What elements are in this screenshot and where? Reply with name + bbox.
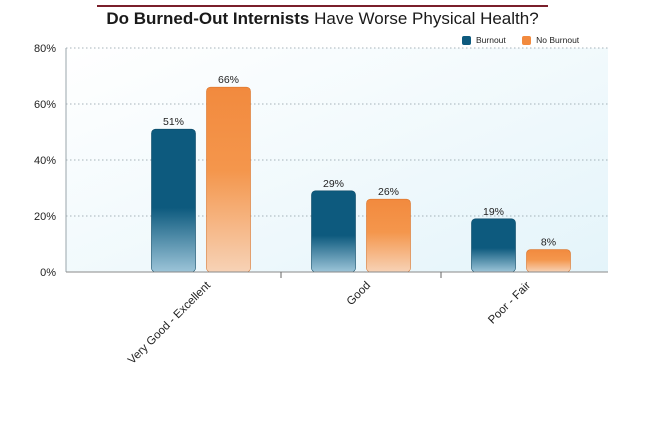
x-tick-label: Good xyxy=(345,280,373,308)
data-label-no-burnout-2: 8% xyxy=(541,237,556,249)
legend-item-no-burnout: No Burnout xyxy=(522,35,579,45)
legend-swatch-no-burnout xyxy=(522,35,532,45)
bar-burnout-2 xyxy=(471,218,516,273)
bar-no-burnout-0 xyxy=(206,86,251,273)
data-label-no-burnout-1: 26% xyxy=(378,186,399,198)
chart-title-rest: Have Worse Physical Health? xyxy=(309,9,539,28)
y-tick-label: 0% xyxy=(40,267,56,279)
title-rule xyxy=(97,5,548,7)
legend-label-no-burnout: No Burnout xyxy=(536,35,580,45)
y-tick-label: 80% xyxy=(34,43,56,55)
y-tick-label: 40% xyxy=(34,155,56,167)
bar-burnout-1 xyxy=(311,190,356,273)
data-label-burnout-1: 29% xyxy=(323,178,344,190)
bar-no-burnout-2 xyxy=(526,249,571,273)
chart-title-bold: Do Burned-Out Internists xyxy=(106,9,310,28)
legend-label-burnout: Burnout xyxy=(476,35,506,45)
x-tick-label: Poor - Fair xyxy=(486,280,533,327)
data-label-burnout-2: 19% xyxy=(483,206,504,218)
legend-swatch-burnout xyxy=(462,35,471,45)
bars: 51% 66% 29% 26% 19% 8% xyxy=(151,74,571,273)
bar-burnout-0 xyxy=(151,128,196,273)
x-tick-label: Very Good - Excellent xyxy=(126,279,214,367)
x-axis: Very Good - Excellent Good Poor - Fair xyxy=(66,271,608,367)
data-label-burnout-0: 51% xyxy=(163,116,184,128)
y-tick-label: 20% xyxy=(34,211,56,223)
bar-no-burnout-1 xyxy=(366,198,411,273)
y-tick-label: 60% xyxy=(34,99,56,111)
data-label-no-burnout-0: 66% xyxy=(218,74,239,86)
legend: Burnout No Burnout xyxy=(462,35,593,47)
y-axis: 0% 20% 40% 60% 80% xyxy=(34,43,67,279)
chart-title: Do Burned-Out Internists Have Worse Phys… xyxy=(0,8,645,30)
legend-item-burnout: Burnout xyxy=(462,35,506,45)
